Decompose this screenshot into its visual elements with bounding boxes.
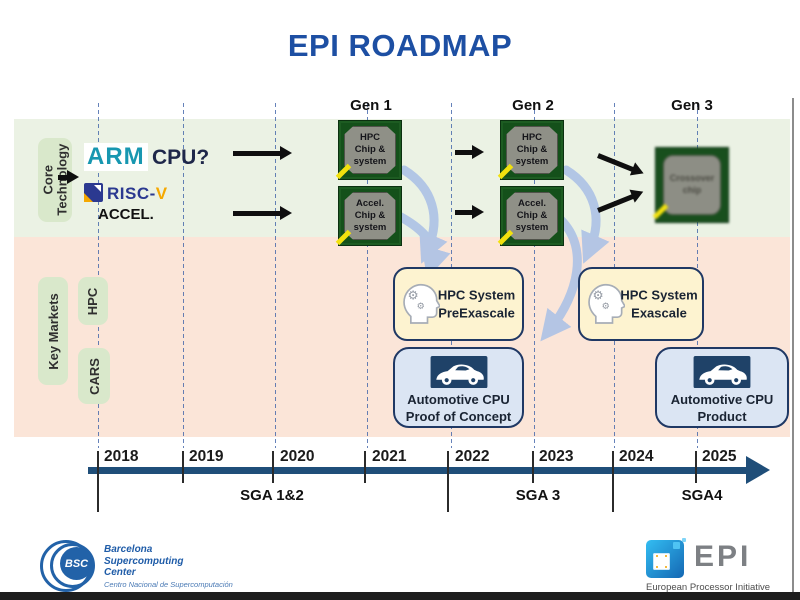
gen1-to-gen2-hpc-arrow-icon — [455, 145, 484, 159]
chip-notch — [497, 163, 514, 180]
year-label: 2019 — [189, 448, 224, 465]
bsc-logo-text: Barcelona Supercomputing Center Centro N… — [104, 544, 233, 589]
epi-acronym: EPI — [694, 540, 752, 573]
sga-1-2-label: SGA 1&2 — [240, 487, 304, 504]
key-markets-label: Key Markets — [38, 277, 68, 385]
timeline-tick — [182, 451, 184, 483]
bottom-window-strip — [0, 592, 800, 600]
gen2-accel-to-automotive-arrow — [540, 215, 582, 342]
year-label: 2022 — [455, 448, 490, 465]
bsc-core-icon: BSC — [60, 547, 93, 580]
year-label: 2023 — [539, 448, 574, 465]
accel-label: ACCEL. — [98, 206, 154, 223]
cognition-head-gears-icon: ⚙ ⚙ — [403, 283, 440, 324]
gen2-accel-chip-icon: Accel. Chip & system — [497, 186, 564, 246]
gen1-accel-to-preexascale-arrow — [394, 211, 451, 279]
car-icon — [430, 356, 487, 389]
gen3-crossover-chip-icon: Crossover chip — [652, 147, 729, 223]
timeline-tick — [695, 451, 697, 483]
market-row-hpc-label: HPC — [78, 277, 108, 325]
svg-text:⚙: ⚙ — [408, 288, 419, 303]
riscv-logo: RISC-V — [107, 184, 168, 203]
timeline-tick — [272, 451, 274, 483]
year-gridline — [275, 103, 276, 448]
market-row-cars-label: CARS — [78, 348, 110, 404]
hpc-system-preexascale-box: ⚙ ⚙ HPC System PreExascale — [393, 267, 524, 341]
gen2-hpc-chip-icon: HPC Chip & system — [497, 120, 564, 180]
cpu-to-gen1-arrow-icon — [233, 146, 292, 160]
arm-logo: ARM — [84, 143, 148, 171]
chip-notch — [335, 229, 352, 246]
svg-text:⚙: ⚙ — [417, 301, 425, 312]
chip-notch — [335, 163, 352, 180]
gen1-label: Gen 1 — [350, 97, 392, 114]
timeline-arrowhead-icon — [746, 456, 770, 484]
epi-satellite-square-icon — [673, 542, 680, 549]
epi-satellite-square-icon — [682, 538, 686, 542]
slide-right-edge — [792, 98, 794, 592]
bsc-logo: BSC Barcelona Supercomputing Center Cent… — [40, 538, 270, 592]
chip-notch — [497, 229, 514, 246]
timeline-bar — [88, 467, 746, 474]
gen3-label: Gen 3 — [671, 97, 713, 114]
year-label: 2025 — [702, 448, 737, 465]
epi-logo: EPI European Processor Initiative — [646, 538, 796, 593]
timeline-tick — [364, 451, 366, 483]
car-icon — [693, 356, 751, 389]
bsc-ring-icon — [50, 543, 95, 588]
arrow-to-riscv-icon — [58, 170, 79, 184]
year-gridline — [183, 103, 184, 448]
svg-text:⚙: ⚙ — [593, 288, 604, 303]
gen1-hpc-chip-icon: HPC Chip & system — [335, 120, 402, 180]
year-gridline — [534, 103, 535, 448]
year-label: 2021 — [372, 448, 407, 465]
timeline-tick — [447, 451, 449, 512]
year-label: 2018 — [104, 448, 139, 465]
svg-text:⚙: ⚙ — [602, 301, 610, 312]
year-gridline — [98, 103, 99, 448]
accel-to-gen1-arrow-icon — [233, 206, 292, 220]
sga-4-label: SGA4 — [681, 487, 723, 504]
gen2-label: Gen 2 — [512, 97, 554, 114]
year-label: 2024 — [619, 448, 654, 465]
page-title: EPI ROADMAP — [287, 28, 513, 63]
year-label: 2020 — [280, 448, 315, 465]
epi-inner-square-icon — [653, 553, 670, 570]
cognition-head-gears-icon: ⚙ ⚙ — [588, 283, 625, 324]
automotive-cpu-product-box: Automotive CPU Product — [655, 347, 789, 428]
riscv-icon — [84, 183, 103, 202]
gen2-hpc-to-exascale-arrow — [561, 165, 610, 264]
timeline-tick — [612, 451, 614, 512]
epi-caption: European Processor Initiative — [646, 582, 771, 593]
sga-3-label: SGA 3 — [515, 487, 561, 504]
timeline-tick — [532, 451, 534, 483]
cpu-question-label: CPU? — [152, 146, 210, 169]
gen1-to-gen2-accel-arrow-icon — [455, 205, 484, 219]
gen1-accel-chip-icon: Accel. Chip & system — [335, 186, 402, 246]
automotive-cpu-poc-box: Automotive CPU Proof of Concept — [393, 347, 524, 428]
timeline-tick — [97, 451, 99, 512]
core-technology-label: Core Technology — [38, 138, 72, 222]
year-gridline — [367, 103, 368, 448]
hpc-system-exascale-box: ⚙ ⚙ HPC System Exascale — [578, 267, 704, 341]
